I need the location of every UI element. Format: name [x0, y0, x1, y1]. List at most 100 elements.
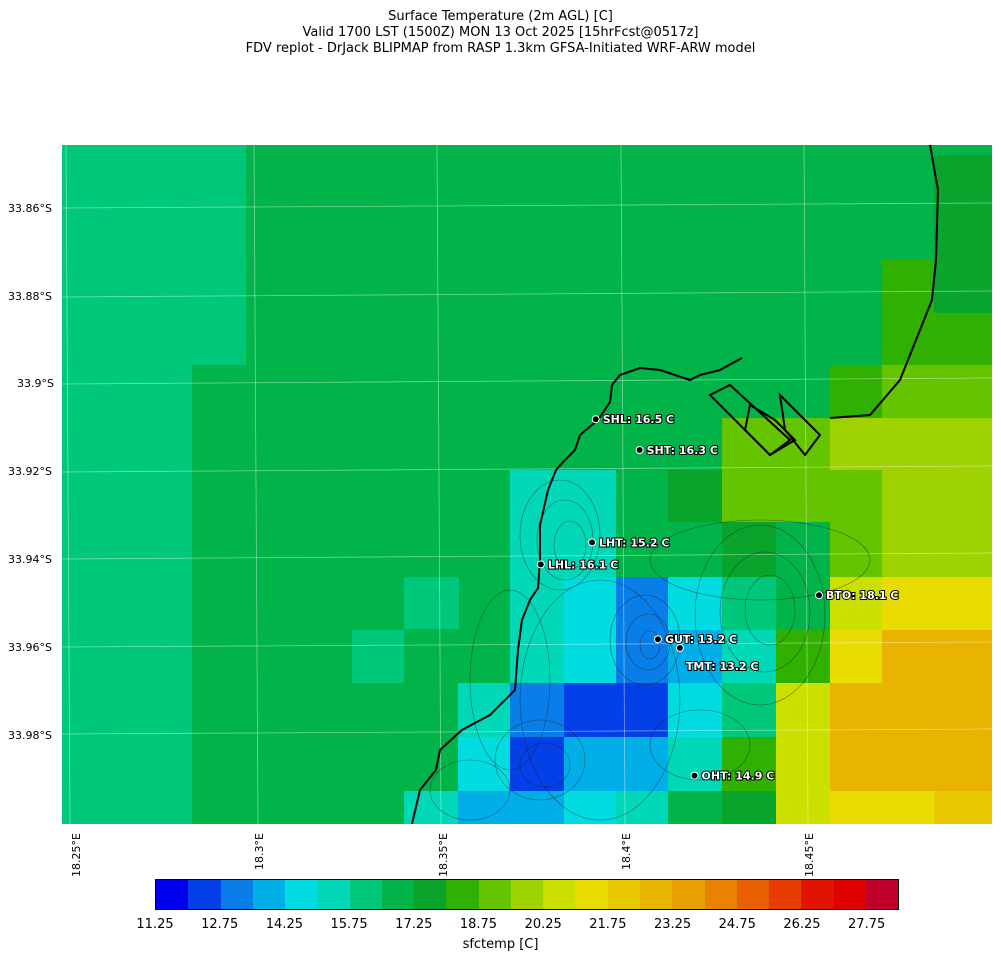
title-line-2: Valid 1700 LST (1500Z) MON 13 Oct 2025 […	[302, 25, 699, 40]
temperature-cell	[404, 577, 459, 629]
colorbar	[155, 879, 899, 910]
temperature-cell	[830, 418, 992, 470]
temperature-cell	[722, 683, 776, 737]
station-label: LHL: 16.1 C	[548, 558, 619, 571]
colorbar-swatch	[317, 880, 350, 909]
station-dot	[690, 771, 699, 780]
station-label: TMT: 13.2 C	[686, 660, 759, 673]
station-marker: BTO: 18.1 C	[814, 588, 899, 603]
lat-label: 33.86°S	[8, 202, 52, 215]
temperature-cell	[934, 791, 992, 824]
colorbar-swatch	[672, 880, 705, 909]
colorbar-tick-label: 18.75	[459, 917, 498, 932]
lat-label: 33.98°S	[8, 729, 52, 742]
title-line-3: FDV replot - DrJack BLIPMAP from RASP 1.…	[245, 41, 756, 56]
station-label: BTO: 18.1 C	[826, 589, 899, 602]
temperature-cell	[830, 365, 882, 418]
colorbar-swatch	[704, 880, 737, 909]
temperature-cell	[722, 522, 776, 577]
colorbar-tick-label: 27.75	[848, 917, 886, 932]
lon-label: 18.35°E	[437, 833, 450, 877]
temperature-cell	[62, 145, 246, 365]
coastline	[411, 144, 940, 825]
temperature-cell	[830, 630, 882, 683]
colorbar-tick-label: 23.25	[653, 917, 692, 932]
temperature-cell	[352, 630, 404, 683]
temperature-cell	[776, 522, 830, 577]
station-label: SHT: 16.3 C	[647, 444, 718, 457]
lon-label: 18.25°E	[70, 833, 83, 877]
temperature-cell	[830, 577, 882, 630]
temperature-cell	[62, 365, 192, 824]
title-block: Surface Temperature (2m AGL) [C] Valid 1…	[0, 9, 1001, 57]
temperature-cell	[668, 418, 722, 470]
graticule	[61, 144, 993, 825]
temperature-cell	[776, 737, 830, 791]
colorbar-swatch	[801, 880, 834, 909]
station-dot	[591, 415, 600, 424]
colorbar-swatch	[252, 880, 286, 909]
temperature-cell	[722, 630, 776, 683]
temperature-cell	[668, 522, 722, 577]
temperature-cell	[776, 630, 830, 683]
temperature-cell	[882, 470, 992, 577]
station-label: GUT: 13.2 C	[665, 633, 737, 646]
temperature-cell	[668, 470, 722, 522]
temperature-cell	[882, 630, 992, 683]
colorbar-swatch	[543, 880, 576, 909]
temperature-cell	[722, 365, 830, 418]
temperature-cell	[722, 791, 776, 824]
temperature-cell	[192, 630, 352, 683]
temperature-cell	[564, 470, 616, 577]
temperature-cell	[882, 365, 992, 418]
colorbar-swatch	[349, 880, 382, 909]
temperature-cell	[510, 683, 564, 737]
colorbar-swatch	[833, 880, 866, 909]
temperature-cell	[722, 737, 776, 791]
lat-label: 33.88°S	[8, 290, 52, 303]
station-dot	[814, 591, 823, 600]
colorbar-tick-label: 14.25	[265, 917, 303, 932]
temperature-cell	[564, 791, 616, 824]
station-label: SHL: 16.5 C	[603, 413, 674, 426]
station-dot	[653, 635, 662, 644]
station-dot	[675, 644, 684, 652]
colorbar-swatch	[156, 880, 189, 909]
station-marker: SHL: 16.5 C	[591, 412, 675, 427]
colorbar-swatch	[510, 880, 544, 909]
colorbar-swatch	[414, 880, 447, 909]
colorbar-swatch	[285, 880, 318, 909]
station-dot	[588, 538, 597, 547]
temperature-cell	[564, 577, 616, 630]
temperature-cell	[830, 470, 882, 577]
colorbar-tick-label: 24.75	[718, 917, 756, 932]
stations: SHL: 16.5 C SHT: 16.3 C LHT: 15.2 C LHL: 16…	[536, 412, 899, 784]
temperature-cell	[882, 577, 992, 630]
temperature-cell	[776, 683, 830, 737]
temperature-cell	[776, 791, 830, 824]
lon-label: 18.4°E	[620, 833, 633, 870]
station-label: OHT: 14.9 C	[702, 770, 775, 783]
temperature-cell	[668, 737, 722, 791]
temperature-cell	[722, 577, 776, 630]
colorbar-swatch	[446, 880, 479, 909]
station-dot	[635, 446, 644, 454]
colorbar-tick-label: 17.25	[395, 917, 433, 932]
colorbar-label: sfctemp [C]	[462, 937, 539, 952]
temperature-cell	[776, 577, 830, 630]
colorbar-tick-label: 12.75	[201, 917, 239, 932]
temperature-cell	[830, 683, 992, 791]
colorbar-swatch	[865, 880, 899, 909]
temperature-cell	[510, 791, 564, 824]
temperature-cell	[882, 260, 934, 365]
colorbar-swatch	[769, 880, 802, 909]
colorbar-tick-label: 21.75	[589, 917, 627, 932]
colorbar-tick-label: 11.25	[136, 917, 174, 932]
station-marker: OHT: 14.9 C	[690, 769, 775, 784]
station-marker: SHT: 16.3 C	[635, 443, 719, 458]
temperature-cell	[564, 630, 616, 683]
colorbar-swatch	[736, 880, 770, 909]
temperature-cell	[668, 791, 722, 824]
colorbar-swatch	[575, 880, 608, 909]
